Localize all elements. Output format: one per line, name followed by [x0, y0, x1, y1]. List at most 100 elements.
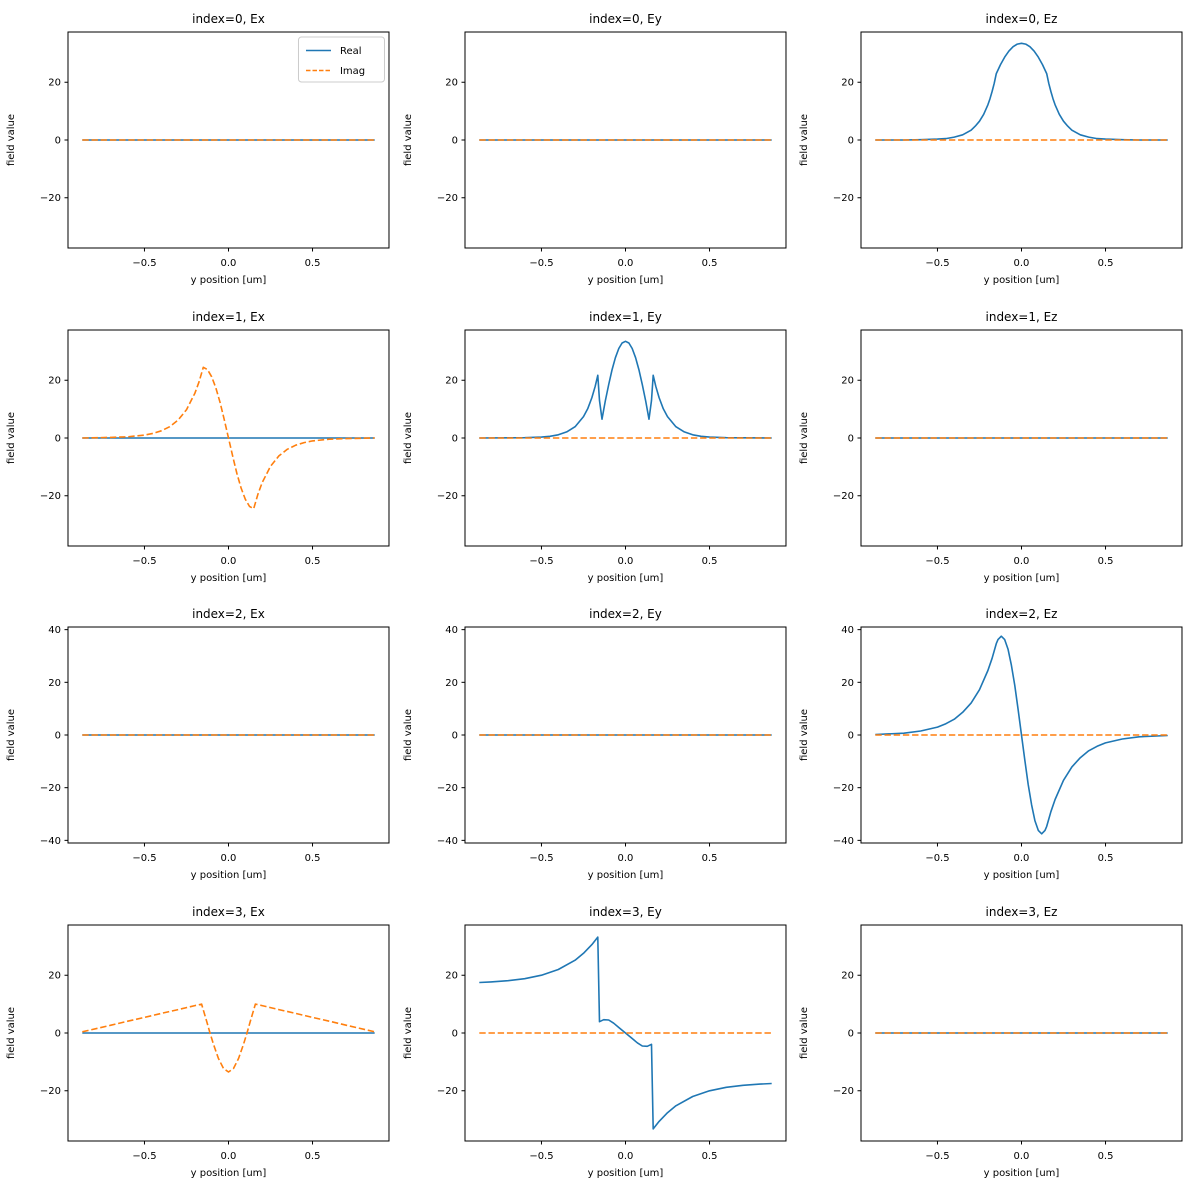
y-tick-label: 40	[48, 625, 61, 636]
y-tick-label: 20	[842, 78, 855, 89]
subplot-title: index=1, Ex	[192, 310, 265, 324]
subplot-title: index=0, Ez	[986, 12, 1058, 26]
subplot-title: index=3, Ez	[986, 905, 1058, 919]
x-tick-label: −0.5	[529, 853, 553, 864]
y-tick-label: −20	[437, 783, 458, 794]
subplot-index0-Ex: −0.5 0.0 0.5 −20 0 20 index=0, Ex y position [u…	[0, 0, 397, 298]
real-line	[875, 635, 1169, 835]
y-tick-label: 0	[451, 731, 457, 742]
x-tick-label: 0.0	[221, 853, 237, 864]
x-tick-label: 0.5	[701, 1150, 717, 1161]
imag-line	[82, 366, 375, 509]
real-line	[875, 42, 1168, 141]
x-tick-label: 0.0	[617, 853, 633, 864]
subplot-title: index=1, Ez	[986, 310, 1058, 324]
x-tick-label: 0.0	[1014, 258, 1030, 269]
y-tick-label: −20	[833, 783, 854, 794]
plot-canvas-index1-Ey: −0.5 0.0 0.5 −20 0 20 index=1, Ey y position [u…	[403, 310, 787, 583]
y-tick-label: 20	[48, 375, 61, 386]
subplot-title: index=2, Ey	[589, 607, 662, 621]
imag-line	[82, 1002, 375, 1073]
plot-canvas-index1-Ez: −0.5 0.0 0.5 −20 0 20 index=1, Ez y position [u…	[799, 310, 1183, 583]
x-tick-label: 0.5	[1098, 258, 1114, 269]
x-tick-label: 0.5	[305, 555, 321, 566]
legend-real-label: Real	[340, 46, 362, 57]
y-tick-label: 20	[445, 970, 458, 981]
plot-canvas-index3-Ez: −0.5 0.0 0.5 −20 0 20 index=3, Ez y position [u…	[799, 905, 1183, 1178]
y-tick-label: 20	[445, 78, 458, 89]
x-tick-label: 0.0	[1014, 1150, 1030, 1161]
x-axis-label: y position [um]	[984, 1167, 1060, 1178]
y-tick-label: 20	[842, 678, 855, 689]
y-tick-label: 20	[445, 678, 458, 689]
plot-canvas-index2-Ex: −0.5 0.0 0.5 −40 −20 0 20 40 index=2, Ex y positi…	[6, 607, 390, 881]
x-tick-label: −0.5	[926, 1150, 950, 1161]
real-line	[478, 340, 772, 439]
y-tick-label: 20	[48, 970, 61, 981]
y-tick-label: −20	[833, 193, 854, 204]
x-tick-label: −0.5	[132, 555, 156, 566]
x-tick-label: −0.5	[132, 1150, 156, 1161]
subplot-index3-Ex: −0.5 0.0 0.5 −20 0 20 index=3, Ex y position [u…	[0, 893, 397, 1191]
x-axis-label: y position [um]	[191, 275, 267, 286]
x-tick-label: 0.5	[701, 853, 717, 864]
subplot-title: index=0, Ey	[589, 12, 662, 26]
x-tick-label: −0.5	[926, 258, 950, 269]
subplot-index3-Ey: −0.5 0.0 0.5 −20 0 20 index=3, Ey y position [u…	[397, 893, 794, 1191]
subplot-title: index=2, Ez	[986, 607, 1058, 621]
x-axis-label: y position [um]	[587, 275, 663, 286]
y-tick-label: 20	[445, 375, 458, 386]
y-axis-label: field value	[6, 1007, 17, 1059]
x-tick-label: 0.0	[617, 555, 633, 566]
subplot-title: index=0, Ex	[192, 12, 265, 26]
y-tick-label: 0	[55, 1028, 61, 1039]
real-line	[478, 935, 772, 1130]
x-axis-label: y position [um]	[984, 870, 1060, 881]
x-tick-label: 0.0	[617, 1150, 633, 1161]
x-axis-label: y position [um]	[191, 572, 267, 583]
subplot-index1-Ex: −0.5 0.0 0.5 −20 0 20 index=1, Ex y position [u…	[0, 298, 397, 596]
y-tick-label: 0	[451, 136, 457, 147]
subplot-index2-Ey: −0.5 0.0 0.5 −40 −20 0 20 40 index=2, Ey y positi…	[397, 595, 794, 893]
subplot-index2-Ez: −0.5 0.0 0.5 −40 −20 0 20 40 index=2, Ez y positi…	[793, 595, 1190, 893]
y-tick-label: −40	[437, 836, 458, 847]
x-tick-label: −0.5	[132, 258, 156, 269]
y-tick-label: 40	[842, 625, 855, 636]
y-tick-label: −20	[40, 491, 61, 502]
y-tick-label: 0	[55, 433, 61, 444]
x-axis-label: y position [um]	[587, 572, 663, 583]
x-tick-label: 0.0	[221, 258, 237, 269]
x-tick-label: 0.5	[305, 1150, 321, 1161]
x-tick-label: −0.5	[926, 853, 950, 864]
y-axis-label: field value	[403, 709, 414, 761]
x-axis-label: y position [um]	[191, 870, 267, 881]
subplot-index1-Ey: −0.5 0.0 0.5 −20 0 20 index=1, Ey y position [u…	[397, 298, 794, 596]
subplot-title: index=3, Ex	[192, 905, 265, 919]
y-tick-label: 0	[848, 1028, 854, 1039]
legend: Real Imag	[297, 36, 385, 83]
x-tick-label: 0.5	[1098, 555, 1114, 566]
y-tick-label: 0	[848, 136, 854, 147]
x-axis-label: y position [um]	[587, 870, 663, 881]
y-tick-label: −40	[833, 836, 854, 847]
y-tick-label: 20	[842, 375, 855, 386]
plot-canvas-index2-Ey: −0.5 0.0 0.5 −40 −20 0 20 40 index=2, Ey y positi…	[403, 607, 787, 881]
subplot-title: index=1, Ey	[589, 310, 662, 324]
y-axis-label: field value	[799, 709, 810, 761]
x-tick-label: 0.5	[305, 853, 321, 864]
y-axis-label: field value	[403, 412, 414, 464]
x-tick-label: 0.0	[617, 258, 633, 269]
x-tick-label: −0.5	[529, 258, 553, 269]
y-tick-label: 20	[48, 678, 61, 689]
y-tick-label: −40	[40, 836, 61, 847]
subplot-index0-Ey: −0.5 0.0 0.5 −20 0 20 index=0, Ey y position [u…	[397, 0, 794, 298]
x-axis-label: y position [um]	[984, 275, 1060, 286]
y-axis-label: field value	[403, 1007, 414, 1059]
y-axis-label: field value	[799, 114, 810, 166]
x-tick-label: 0.0	[221, 1150, 237, 1161]
x-axis-label: y position [um]	[191, 1167, 267, 1178]
y-tick-label: 0	[848, 433, 854, 444]
x-tick-label: 0.5	[1098, 1150, 1114, 1161]
subplot-index3-Ez: −0.5 0.0 0.5 −20 0 20 index=3, Ez y position [u…	[793, 893, 1190, 1191]
